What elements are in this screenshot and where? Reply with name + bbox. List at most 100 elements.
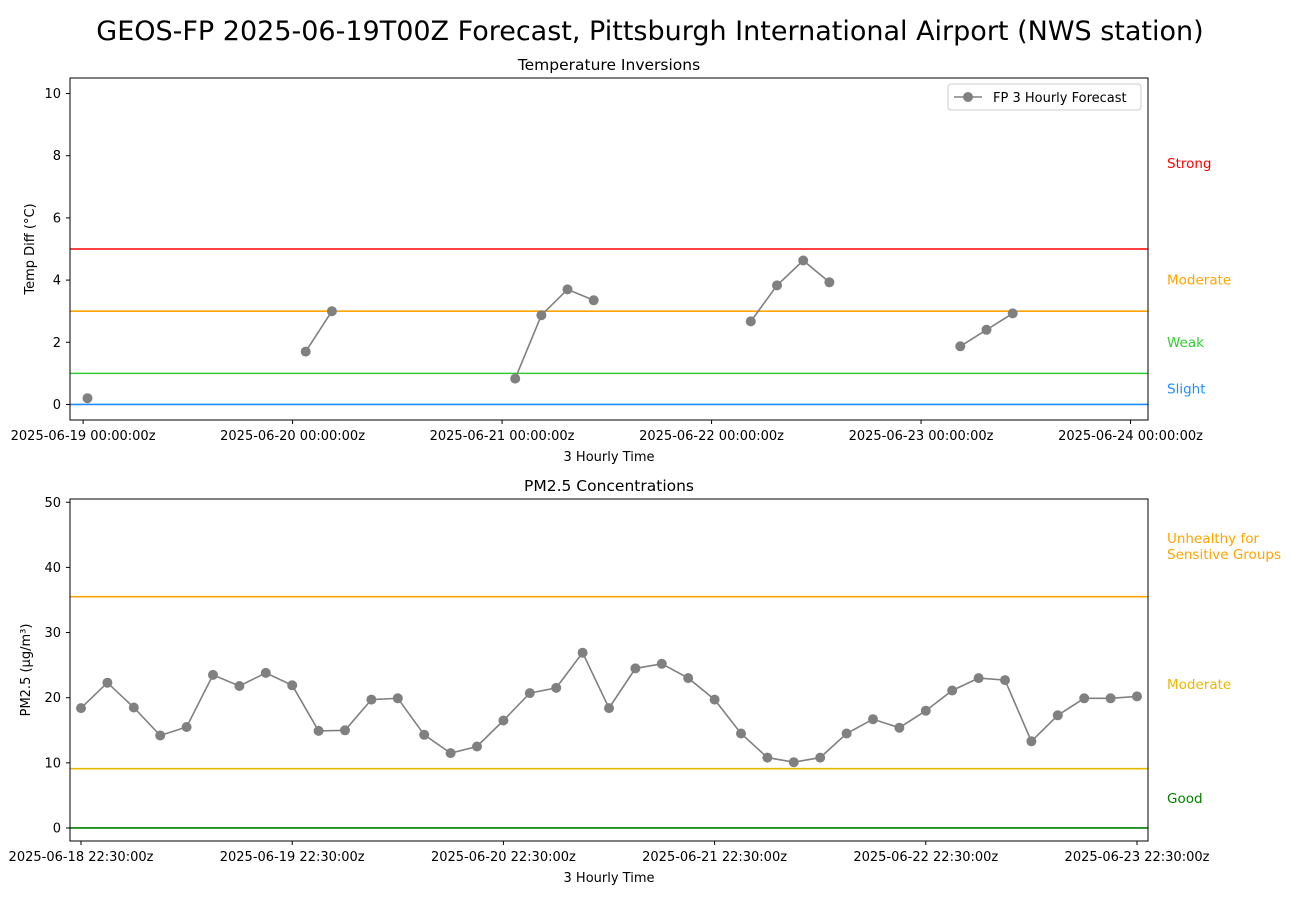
- x-tick-label: 2025-06-20 22:30:00z: [431, 850, 576, 865]
- y-tick-label: 10: [44, 756, 61, 771]
- series-line: [514, 288, 595, 379]
- data-point: [472, 741, 482, 752]
- category-label: Weak: [1167, 335, 1204, 351]
- figure-title: GEOS-FP 2025-06-19T00Z Forecast, Pittsbu…: [96, 16, 1203, 47]
- category-label: Sensitive Groups: [1167, 547, 1281, 563]
- legend-marker: [963, 92, 973, 102]
- category-label: Unhealthy for: [1167, 531, 1259, 547]
- pm25-concentrations-chart: PM2.5 Concentrations 0 10 20 30 40 50 2025-06-1…: [9, 477, 1281, 886]
- data-point: [604, 703, 614, 714]
- x-tick-label: 2025-06-23 22:30:00z: [1065, 850, 1210, 865]
- y-tick-label: 50: [44, 496, 61, 511]
- data-point: [536, 310, 547, 321]
- data-point: [762, 752, 773, 763]
- y-tick-label: 2: [53, 336, 61, 351]
- data-point: [894, 722, 905, 733]
- data-point: [234, 681, 245, 691]
- data-point: [841, 728, 852, 739]
- data-point: [630, 663, 641, 674]
- y-axis-label: Temp Diff (°C): [23, 203, 38, 295]
- x-axis-label: 3 Hourly Time: [564, 871, 655, 886]
- data-point: [656, 658, 667, 669]
- data-point: [798, 255, 809, 266]
- data-point: [510, 373, 521, 384]
- data-point: [287, 680, 298, 691]
- data-point: [868, 714, 878, 725]
- data-point: [1052, 710, 1063, 721]
- data-point: [181, 722, 192, 732]
- data-point: [1000, 675, 1010, 686]
- x-tick-label: 2025-06-21 22:30:00z: [642, 850, 787, 865]
- data-point: [920, 705, 931, 716]
- plot-frame: [69, 77, 1149, 421]
- series-line: [750, 259, 830, 322]
- data-point: [1026, 736, 1037, 747]
- data-point: [562, 284, 573, 295]
- x-tick-label: 2025-06-19 22:30:00z: [220, 850, 365, 865]
- data-point: [313, 725, 324, 736]
- x-tick-label: 2025-06-19 00:00:00z: [11, 429, 156, 444]
- y-tick-label: 0: [53, 398, 61, 413]
- x-tick-label: 2025-06-20 00:00:00z: [220, 429, 365, 444]
- x-tick-label: 2025-06-21 00:00:00z: [430, 429, 575, 444]
- data-point: [981, 324, 992, 335]
- x-tick-label: 2025-06-22 22:30:00z: [853, 850, 998, 865]
- data-point: [208, 669, 218, 680]
- y-tick-label: 30: [44, 626, 61, 641]
- data-point: [524, 688, 535, 699]
- y-tick-label: 20: [44, 691, 61, 706]
- data-point: [588, 295, 599, 306]
- data-point: [128, 702, 139, 713]
- data-point: [392, 693, 403, 704]
- y-tick-label: 4: [53, 274, 61, 289]
- chart-title: PM2.5 Concentrations: [524, 477, 694, 495]
- category-label: Moderate: [1167, 273, 1231, 289]
- data-point: [709, 694, 720, 705]
- y-tick-label: 40: [44, 561, 61, 576]
- x-tick-label: 2025-06-24 00:00:00z: [1058, 429, 1203, 444]
- legend-label: FP 3 Hourly Forecast: [993, 91, 1127, 106]
- data-point: [824, 277, 835, 288]
- data-point: [498, 715, 509, 726]
- series-line: [305, 310, 333, 353]
- data-point: [1007, 308, 1018, 319]
- data-point: [947, 685, 958, 696]
- x-tick-label: 2025-06-23 00:00:00z: [849, 429, 994, 444]
- data-point: [76, 703, 86, 714]
- data-point: [419, 729, 430, 740]
- legend-box: [947, 83, 1142, 111]
- plot-frame: [69, 498, 1149, 842]
- data-point: [155, 730, 166, 741]
- data-point: [82, 393, 93, 404]
- data-point: [445, 748, 456, 759]
- data-point: [577, 647, 588, 658]
- data-point: [1132, 691, 1142, 702]
- data-point: [1105, 693, 1116, 704]
- data-point: [326, 306, 337, 317]
- category-label: Moderate: [1167, 677, 1231, 693]
- category-label: Good: [1167, 791, 1203, 807]
- data-point: [1079, 693, 1090, 704]
- y-tick-label: 10: [44, 87, 61, 102]
- data-point: [300, 346, 311, 357]
- data-point: [551, 682, 562, 693]
- data-point: [788, 757, 799, 768]
- y-tick-label: 8: [53, 149, 61, 164]
- temperature-inversions-chart: Temperature Inversions 0 2 4 6 8 10 2025-06-19 …: [11, 56, 1232, 465]
- y-tick-label: 0: [53, 821, 61, 836]
- x-axis-label: 3 Hourly Time: [564, 450, 655, 465]
- category-label: Slight: [1167, 381, 1206, 397]
- data-point: [736, 728, 746, 739]
- category-label: Strong: [1167, 156, 1212, 172]
- y-tick-label: 6: [53, 211, 61, 226]
- chart-title: Temperature Inversions: [517, 56, 700, 74]
- data-point: [973, 673, 984, 684]
- data-point: [683, 673, 694, 684]
- data-point: [955, 341, 966, 352]
- x-tick-label: 2025-06-18 22:30:00z: [9, 850, 154, 865]
- data-point: [260, 667, 271, 678]
- data-point: [340, 725, 350, 736]
- data-point: [745, 316, 756, 327]
- data-point: [772, 280, 782, 291]
